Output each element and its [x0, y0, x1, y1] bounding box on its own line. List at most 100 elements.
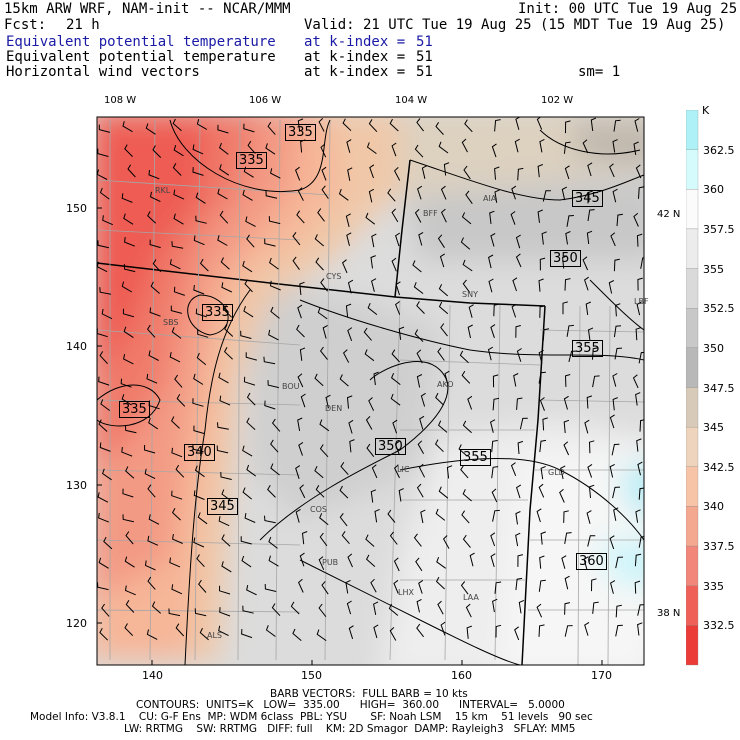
wind-barb: [459, 350, 469, 364]
wind-barb: [124, 237, 135, 247]
wind-barb: [299, 552, 305, 567]
wind-barb: [633, 212, 639, 227]
wind-barb: [460, 581, 469, 595]
wind-barb: [243, 306, 254, 318]
wind-barb: [345, 303, 352, 317]
contour-label: 350: [375, 438, 406, 455]
wind-barb: [246, 417, 256, 430]
wind-barb: [315, 257, 324, 271]
wind-barb: [637, 604, 644, 616]
wind-barb: [564, 575, 570, 590]
wind-barb: [242, 445, 253, 457]
wind-barb: [192, 144, 204, 155]
wind-barb: [560, 465, 566, 480]
colorbar-swatch: [686, 308, 699, 349]
wind-barb: [537, 164, 543, 178]
wind-barb: [539, 305, 546, 318]
colorbar-swatch: [686, 426, 699, 467]
colorbar-level-label: 355: [703, 262, 724, 276]
wind-barb: [246, 234, 255, 248]
wind-barb: [563, 141, 571, 154]
wind-barb: [270, 463, 280, 476]
wind-barb: [416, 598, 422, 613]
contour-label: 350: [550, 250, 581, 267]
wind-barb: [97, 492, 109, 503]
wind-barb: [638, 536, 644, 548]
wind-barb: [587, 209, 595, 222]
wind-barb: [319, 419, 330, 432]
wind-barb: [371, 278, 377, 292]
wind-barb: [439, 253, 445, 268]
wind-barb: [123, 264, 136, 273]
wind-barb: [199, 258, 209, 272]
wind-barb: [369, 164, 375, 179]
wind-barb: [616, 213, 623, 227]
wind-barb: [314, 465, 324, 479]
colorbar-unit: K: [702, 104, 710, 117]
wind-barb: [418, 231, 424, 246]
x-tick-140: 140: [142, 669, 163, 682]
wind-barb: [538, 483, 545, 498]
wind-barb: [146, 373, 158, 384]
wind-barb: [462, 489, 472, 502]
wind-barb: [346, 600, 352, 615]
wind-barb: [171, 241, 184, 249]
wind-barb: [195, 215, 207, 224]
wind-barb: [563, 441, 570, 456]
wind-barb: [387, 188, 396, 202]
wind-barb: [169, 259, 181, 270]
wind-barb: [125, 531, 134, 545]
city-label: SBS: [163, 318, 179, 327]
wind-barb: [263, 356, 276, 365]
x-tick-150: 150: [301, 669, 322, 682]
wind-barb: [370, 578, 377, 593]
wind-barb: [318, 556, 325, 571]
wind-barb: [219, 395, 231, 406]
wind-barbs: [97, 117, 644, 642]
wind-barb: [488, 278, 494, 293]
wind-barb: [416, 349, 423, 364]
wind-barb: [246, 585, 257, 596]
wind-barb: [437, 420, 448, 433]
wind-barb: [148, 514, 160, 525]
wind-barb: [516, 484, 522, 499]
wind-barb: [613, 325, 622, 338]
wind-barb: [592, 375, 600, 388]
wind-barb: [218, 625, 229, 637]
wind-barb: [389, 531, 398, 545]
wind-barb: [609, 535, 615, 550]
wind-barb: [587, 162, 593, 177]
wind-barb: [491, 440, 498, 453]
wind-barb: [196, 352, 207, 366]
lon-label-104w: 104 W: [395, 95, 428, 106]
wind-barb: [612, 397, 618, 411]
wind-barb: [219, 607, 231, 617]
wind-barb: [320, 278, 328, 292]
wind-barb: [151, 601, 162, 614]
wind-barb: [197, 512, 208, 525]
wind-barb: [245, 352, 257, 361]
wind-barb: [538, 624, 545, 637]
wind-barb: [414, 209, 422, 223]
wind-barb: [171, 447, 183, 458]
wind-barb: [438, 486, 449, 499]
wind-barb: [585, 301, 591, 315]
wind-barb: [127, 164, 136, 178]
wind-barb: [364, 349, 375, 362]
wind-barb: [568, 350, 577, 363]
wind-barb: [612, 486, 621, 499]
wind-barb: [613, 258, 620, 272]
wind-barb: [319, 444, 329, 458]
wind-barb: [315, 484, 325, 498]
wind-barb: [563, 395, 569, 410]
wind-barb: [149, 239, 161, 249]
colorbar-swatch: [686, 189, 699, 230]
wind-barb: [242, 189, 253, 201]
wind-barb: [565, 231, 571, 245]
wind-barb: [637, 277, 643, 291]
wind-barb: [515, 117, 521, 130]
wind-barb: [542, 328, 550, 341]
wind-barb: [197, 329, 209, 338]
wind-barb: [192, 444, 204, 453]
wind-barb: [271, 418, 281, 432]
